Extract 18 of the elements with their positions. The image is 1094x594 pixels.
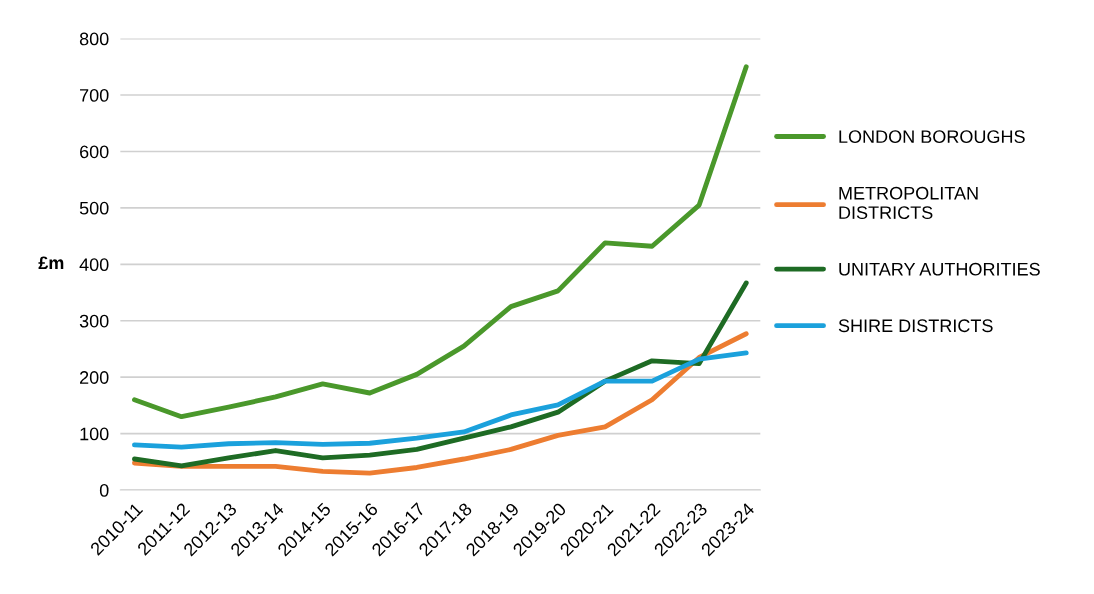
legend-label: LONDON BOROUGHS: [839, 130, 1025, 144]
legend-label: METROPOLITAN DISTRICTS: [839, 186, 978, 220]
y-tick-label: 700: [80, 88, 109, 102]
line-series: [132, 64, 749, 420]
y-tick-label: 600: [80, 145, 109, 159]
y-axis-title: £m: [38, 256, 64, 269]
y-tick-label: 400: [79, 258, 109, 272]
y-tick-label: 800: [79, 32, 109, 46]
line-series: [132, 350, 749, 450]
y-tick-label: 100: [80, 427, 109, 441]
y-tick-label: 200: [80, 371, 109, 384]
y-tick-label: 0: [99, 483, 109, 497]
y-tick-label: 500: [79, 201, 109, 215]
legend-label: SHIRE DISTRICTS: [838, 319, 993, 333]
legend-label: UNITARY AUTHORITIES: [839, 262, 1040, 276]
line-series: [132, 280, 749, 469]
y-tick-label: 300: [79, 314, 109, 328]
line-series: [132, 331, 749, 476]
